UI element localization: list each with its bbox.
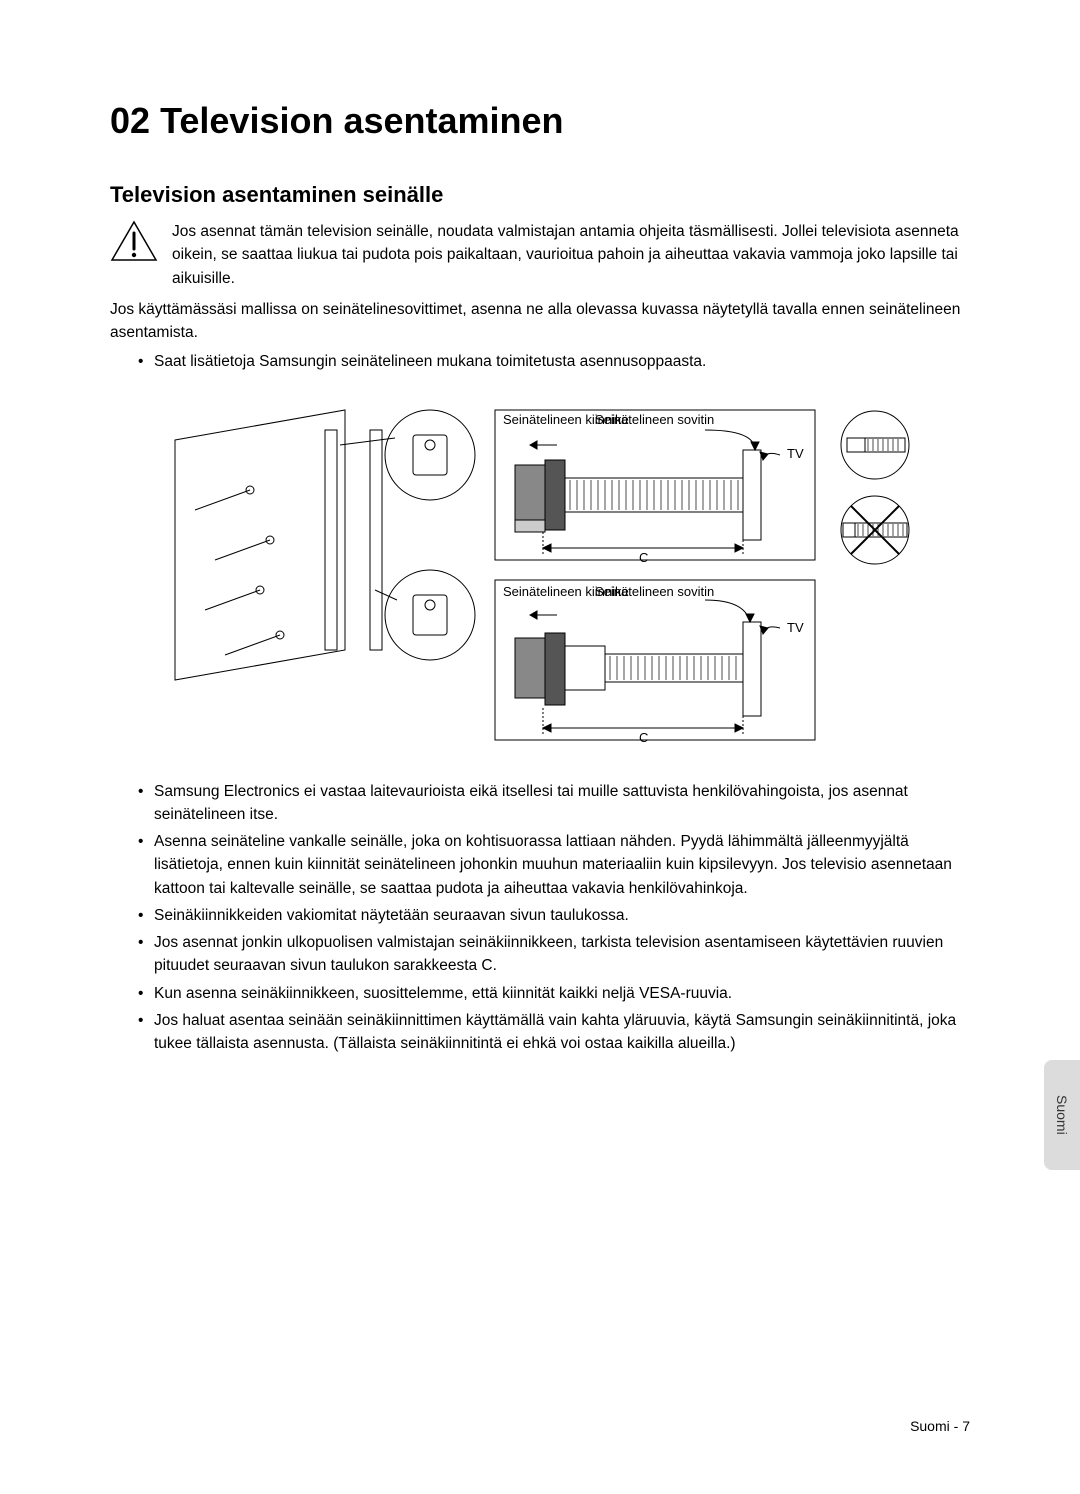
list-item: Seinäkiinnikkeiden vakiomitat näytetään … — [138, 904, 970, 927]
list-item: Kun asenna seinäkiinnikkeen, suosittelem… — [138, 982, 970, 1005]
chapter-title: 02 Television asentaminen — [110, 100, 970, 142]
list-item: Samsung Electronics ei vastaa laitevauri… — [138, 780, 970, 827]
pre-figure-para: Jos käyttämässäsi mallissa on seinätelin… — [110, 298, 970, 345]
section-title: Television asentaminen seinälle — [110, 182, 970, 208]
warning-block: Jos asennat tämän television seinälle, n… — [110, 220, 970, 290]
label-c: C — [639, 550, 648, 565]
warning-text: Jos asennat tämän television seinälle, n… — [172, 220, 970, 290]
post-figure-list: Samsung Electronics ei vastaa laitevauri… — [138, 780, 970, 1056]
list-item: Saat lisätietoja Samsungin seinätelineen… — [138, 350, 970, 373]
list-item: Asenna seinäteline vankalle seinälle, jo… — [138, 830, 970, 900]
label-tv: TV — [787, 620, 804, 635]
label-tv: TV — [787, 446, 804, 461]
footer-lang: Suomi — [910, 1418, 950, 1434]
language-tab-label: Suomi — [1054, 1095, 1070, 1135]
page-footer: Suomi - 7 — [910, 1418, 970, 1434]
chapter-title-text: Television asentaminen — [160, 100, 563, 141]
pre-figure-list: Saat lisätietoja Samsungin seinätelineen… — [138, 350, 970, 373]
chapter-number: 02 — [110, 100, 150, 141]
list-item: Jos asennat jonkin ulkopuolisen valmista… — [138, 931, 970, 978]
label-adapter: Seinätelineen sovitin — [595, 584, 714, 599]
footer-page: 7 — [962, 1418, 970, 1434]
list-item: Jos haluat asentaa seinään seinäkiinnitt… — [138, 1009, 970, 1056]
label-c: C — [639, 730, 648, 745]
language-tab: Suomi — [1044, 1060, 1080, 1170]
label-adapter: Seinätelineen sovitin — [595, 412, 714, 427]
caution-icon — [110, 220, 158, 262]
mounting-diagram: Seinätelineen kiinnike Seinätelineen sov… — [165, 390, 915, 750]
